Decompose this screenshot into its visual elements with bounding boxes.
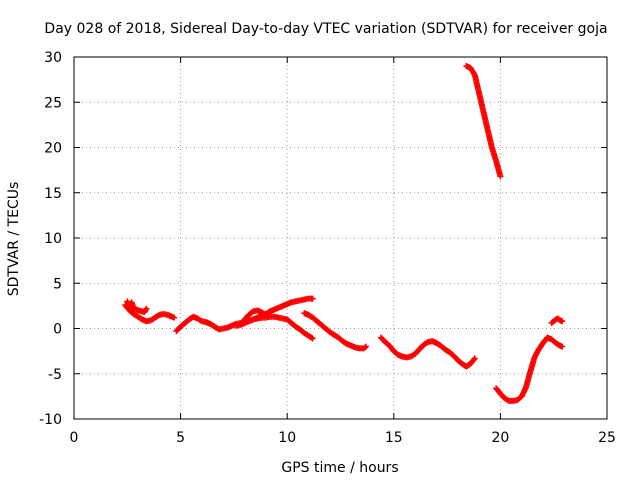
- y-tick-label: -5: [48, 367, 62, 383]
- y-tick-label: -10: [39, 412, 62, 428]
- series-track-e: [301, 310, 370, 352]
- data-point: [362, 344, 369, 351]
- y-axis-title: SDTVAR / TECUs: [6, 182, 22, 297]
- x-tick-label: 0: [70, 430, 79, 446]
- data-point: [309, 295, 316, 302]
- series-track-a-spikes: [124, 298, 150, 316]
- y-tick-label: 5: [53, 276, 62, 292]
- grid-lines: [74, 57, 607, 419]
- data-point: [497, 173, 504, 180]
- data-point: [262, 311, 269, 318]
- data-point: [471, 355, 478, 362]
- y-tick-label: 0: [53, 322, 62, 338]
- data-point: [142, 306, 149, 313]
- series-track-i: [548, 315, 566, 327]
- y-tick-label: 25: [44, 95, 62, 111]
- data-point: [363, 343, 370, 350]
- series-track-d: [241, 307, 269, 323]
- data-point: [143, 305, 150, 312]
- x-tick-label: 25: [598, 430, 616, 446]
- data-marks: [122, 63, 566, 404]
- series-track-c: [233, 313, 316, 342]
- data-point: [470, 356, 477, 363]
- series-track-g: [463, 63, 504, 180]
- x-axis-title: GPS time / hours: [281, 460, 398, 476]
- data-point: [309, 335, 316, 342]
- x-tick-label: 15: [385, 430, 403, 446]
- series-track-h: [493, 334, 566, 404]
- y-tick-label: 20: [44, 141, 62, 157]
- axis-ticks: [73, 56, 608, 420]
- chart-title: Day 028 of 2018, Sidereal Day-to-day VTE…: [44, 21, 607, 37]
- y-tick-label: 10: [44, 231, 62, 247]
- y-tick-label: 15: [44, 186, 62, 202]
- data-point: [559, 343, 566, 350]
- data-point: [559, 318, 566, 325]
- x-tick-label: 5: [176, 430, 185, 446]
- x-tick-label: 10: [278, 430, 296, 446]
- x-tick-label: 20: [491, 430, 509, 446]
- data-point: [171, 314, 178, 321]
- tick-labels: 0 5 10 15 20 25 -10 -5 0 5 10 15 20 25 30: [39, 50, 616, 446]
- y-tick-label: 30: [44, 50, 62, 66]
- series-track-f: [378, 334, 478, 370]
